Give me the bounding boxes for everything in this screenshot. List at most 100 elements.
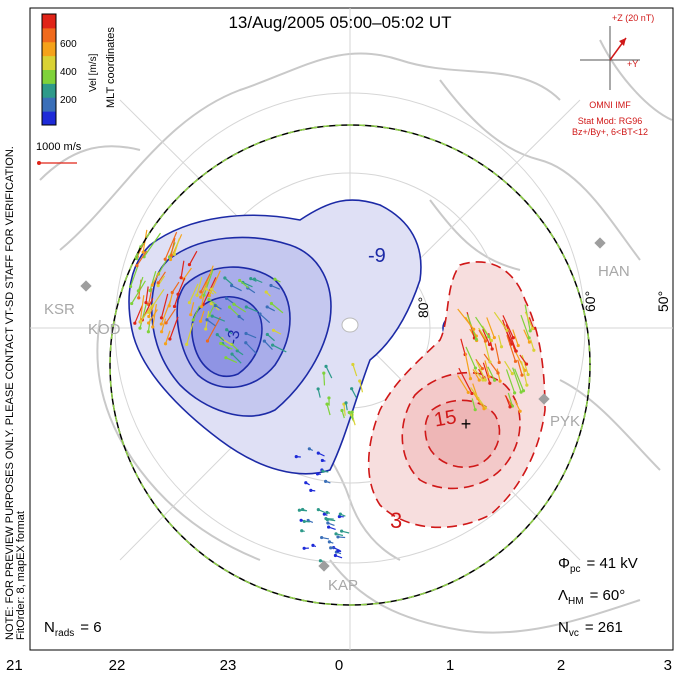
velocity-vector (173, 238, 180, 255)
velocity-vector-origin (170, 290, 174, 295)
velocity-vector (483, 353, 499, 374)
velocity-vector-origin (163, 342, 168, 346)
velocity-vector-origin (499, 345, 504, 349)
velocity-vector (165, 308, 176, 324)
velocity-vector-origin (511, 336, 515, 340)
velocity-vector (129, 265, 139, 287)
velocity-vector-origin (150, 283, 154, 287)
velocity-vector-origin (492, 378, 497, 382)
velocity-vector-origin (156, 281, 160, 285)
velocity-vector (326, 403, 331, 416)
velocity-vector-origin (202, 293, 206, 297)
velocity-vector (171, 281, 180, 293)
velocity-vector-origin (168, 337, 172, 341)
velocity-vector-origin (187, 301, 192, 305)
mlt-tick-label: 1 (446, 657, 454, 674)
velocity-vector (465, 346, 476, 369)
velocity-vector (475, 316, 490, 338)
colorbar-tick-200: 200 (60, 95, 77, 106)
velocity-vector-origin (262, 339, 266, 343)
velocity-vector (473, 392, 485, 410)
velocity-vector (475, 358, 483, 369)
velocity-vector-origin (321, 469, 325, 473)
contour-label-pos2: 3 (390, 508, 402, 533)
velocity-vector (152, 304, 158, 328)
velocity-vector-origin (327, 396, 331, 400)
velocity-vector-origin (205, 339, 210, 343)
lat-label-50: 50° (655, 291, 671, 312)
velocity-vector-origin (307, 447, 311, 451)
velocity-vector (139, 300, 148, 329)
velocity-vectors (128, 229, 536, 563)
fit-order-label: FitOrder: 8, mapEX format (15, 511, 27, 640)
velocity-vector (496, 368, 501, 382)
velocity-vector (245, 332, 257, 339)
velocity-vector (200, 294, 205, 307)
velocity-vector-origin (185, 342, 189, 346)
stat-lambda-hm: ΛHM = 60° (558, 587, 625, 607)
velocity-vector-origin (264, 290, 268, 294)
velocity-vector-origin (315, 472, 320, 476)
velocity-vector-origin (136, 289, 140, 293)
velocity-vector-origin (487, 342, 492, 347)
colorbar-segment (42, 55, 56, 70)
velocity-vector-origin (488, 360, 492, 364)
velocity-vector-origin (470, 391, 474, 396)
stat-phi-pc: Φpc = 41 kV (558, 555, 638, 575)
velocity-vector-origin (337, 514, 342, 519)
hm-boundary-dash (109, 124, 591, 606)
velocity-vector-origin (304, 481, 308, 485)
svg-text:ΛHM= 60°: ΛHM = 60° (558, 587, 625, 607)
velocity-vector-origin (496, 371, 500, 375)
velocity-vector-origin (327, 540, 331, 544)
velocity-vector (134, 305, 143, 324)
velocity-vector-origin (156, 284, 160, 288)
imf-source: OMNI IMF (589, 100, 631, 110)
velocity-vector-origin (347, 410, 351, 415)
velocity-vector-origin (209, 302, 213, 306)
velocity-vector (170, 237, 176, 256)
velocity-vector-origin (205, 318, 209, 322)
svg-text:Φpc= 41 kV: Φpc = 41 kV (558, 555, 638, 575)
velocity-vector-origin (338, 512, 342, 516)
velocity-vector-origin (232, 302, 236, 306)
velocity-vector (520, 314, 530, 339)
velocity-vector-origin (294, 455, 298, 459)
mlt-tick-label: 23 (220, 657, 237, 674)
velocity-vector (528, 317, 535, 329)
map-title: 13/Aug/2005 05:00–05:02 UT (228, 13, 451, 32)
velocity-vector-origin (322, 512, 326, 516)
svg-text:Nvc= 261: Nvc = 261 (558, 619, 623, 639)
velocity-vector-origin (300, 529, 304, 533)
velocity-vector-origin (325, 402, 329, 406)
velocity-vector-origin (163, 257, 167, 261)
velocity-vector-origin (302, 546, 306, 550)
velocity-vector-origin (320, 535, 324, 540)
velocity-vector-origin (297, 508, 301, 512)
velocity-vector-origin (524, 362, 529, 366)
velocity-vector-origin (325, 517, 329, 522)
velocity-vector-origin (309, 488, 313, 493)
coord-label: MLT coordinates (105, 27, 117, 108)
velocity-vector-origin (204, 287, 208, 291)
velocity-vector-origin (329, 546, 333, 550)
pole-marker (341, 317, 359, 333)
velocity-vector-origin (164, 321, 168, 325)
velocity-vector (482, 362, 491, 384)
velocity-vector-origin (191, 318, 195, 322)
mlt-tick-label: 3 (664, 657, 672, 674)
velocity-vector-origin (510, 372, 514, 376)
velocity-vector-origin (146, 330, 150, 334)
velocity-vector-origin (516, 343, 520, 348)
velocity-vector (225, 357, 238, 364)
velocity-vector (464, 352, 472, 379)
velocity-vector (478, 329, 486, 342)
velocity-vector-origin (135, 263, 139, 268)
velocity-vector (343, 404, 346, 416)
velocity-vector-origin (302, 519, 306, 524)
velocity-vector (460, 338, 466, 355)
velocity-vector-origin (474, 337, 478, 341)
velocity-vector-origin (160, 330, 164, 334)
velocity-vector-origin (199, 290, 203, 294)
velocity-vector-origin (223, 276, 227, 280)
